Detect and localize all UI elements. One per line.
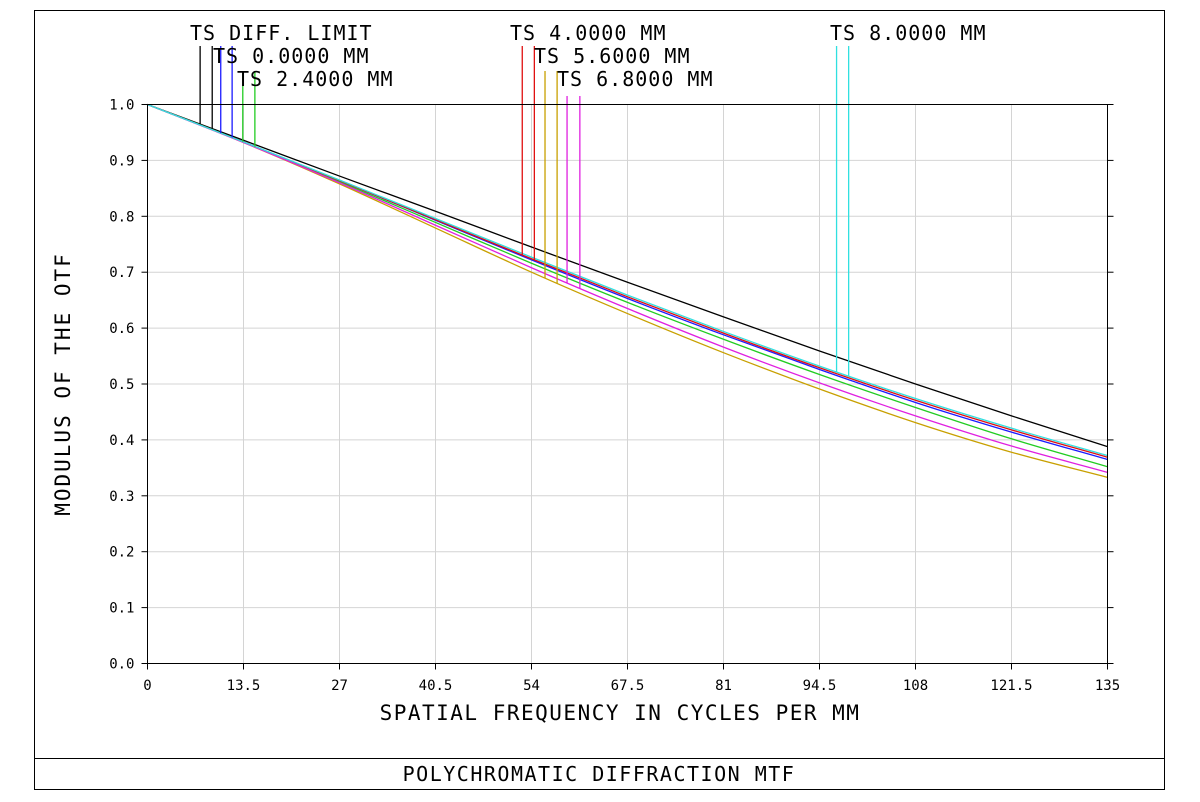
y-tick-label: 0.9	[109, 153, 134, 169]
y-tick-label: 0.2	[109, 545, 134, 561]
x-tick-label: 135	[1095, 678, 1120, 694]
x-tick-label: 54	[523, 678, 540, 694]
y-tick-labels: 0.0 0.1 0.2 0.3 0.4 0.5 0.6 0.7 0.8 0.9 1.0	[109, 98, 134, 673]
x-tick-label: 13.5	[227, 678, 261, 694]
legend-label: TS DIFF. LIMIT	[190, 21, 373, 45]
y-tick-label: 0.3	[109, 489, 134, 505]
x-tick-label: 81	[715, 678, 732, 694]
x-tick-label: 0	[143, 678, 151, 694]
plot-area	[147, 104, 1108, 664]
series-line	[147, 103, 1108, 457]
x-tick-label: 67.5	[611, 678, 645, 694]
x-tick-label: 94.5	[803, 678, 837, 694]
chart-title: POLYCHROMATIC DIFFRACTION MTF	[403, 762, 796, 786]
x-tick-labels: 0 13.5 27 40.5 54 67.5 81 94.5 108 121.5 135	[143, 678, 1120, 694]
y-axis-label: MODULUS OF THE OTF	[51, 252, 75, 516]
y-tick-label: 0.1	[109, 601, 134, 617]
y-tick-label: 0.6	[109, 321, 134, 337]
legend-markers	[199, 46, 850, 376]
y-tick-label: 0.7	[109, 265, 134, 281]
series-line	[147, 103, 1108, 448]
y-tick-label: 0.5	[109, 377, 134, 393]
y-tick-label: 1.0	[109, 98, 134, 114]
x-tick-label: 40.5	[419, 678, 453, 694]
legend-label: TS 0.0000 MM	[213, 44, 370, 68]
x-tick-label: 27	[331, 678, 348, 694]
outer-frame	[34, 10, 1165, 790]
series-lines	[147, 103, 1108, 478]
x-tick-label: 121.5	[990, 678, 1032, 694]
legend-label: TS 6.8000 MM	[557, 67, 714, 91]
y-tick-label: 0.4	[109, 433, 134, 449]
series-line	[147, 103, 1108, 473]
legend-label: TS 8.0000 MM	[830, 21, 987, 45]
legend-label: TS 2.4000 MM	[237, 67, 394, 91]
legend-label: TS 5.6000 MM	[534, 44, 691, 68]
grid	[141, 104, 1114, 670]
x-axis-label: SPATIAL FREQUENCY IN CYCLES PER MM	[380, 701, 861, 725]
y-tick-label: 0.0	[109, 657, 134, 673]
y-tick-label: 0.8	[109, 209, 134, 225]
x-tick-label: 108	[903, 678, 928, 694]
legend-label: TS 4.0000 MM	[510, 21, 667, 45]
